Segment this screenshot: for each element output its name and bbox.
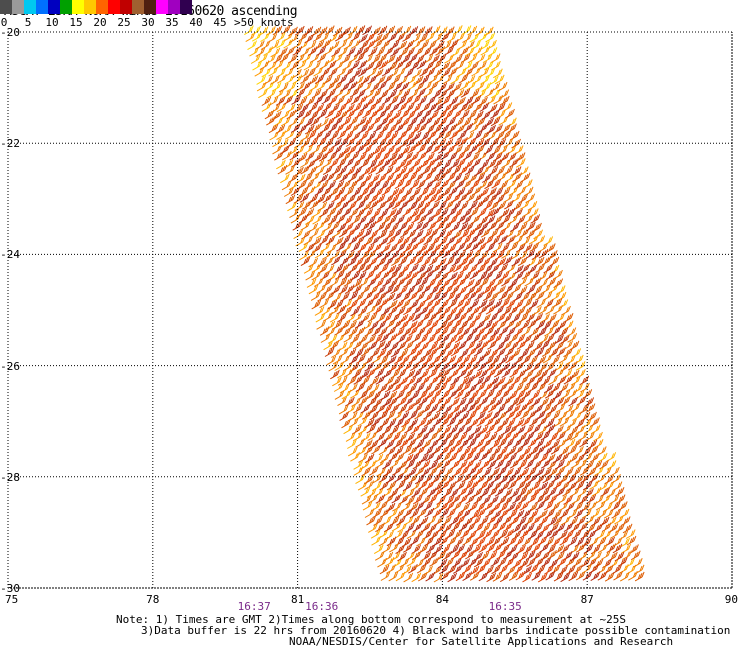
longitude-label: 87 [580,593,594,606]
latitude-label: -30 [0,582,20,595]
map-frame [7,31,733,589]
legend-tick-label: 5 [24,16,32,29]
legend-tick-label: 45 [213,16,227,29]
legend-swatch [108,0,120,14]
legend-swatch [180,0,192,14]
legend-swatch [156,0,168,14]
legend-swatch [72,0,84,14]
legend-swatch [120,0,132,14]
latitude-label: -26 [0,359,20,373]
wind-speed-legend: 0 5 10 15 20 25 30 35 40 45 >50 knots [0,0,318,30]
longitude-label: 78 [146,593,160,606]
legend-swatch [168,0,180,14]
legend-swatch [84,0,96,14]
longitude-label: 84 [435,593,450,606]
longitude-label: 81 [290,593,305,606]
wind-swath [244,24,645,583]
legend-swatch [60,0,72,14]
latitude-label: -22 [0,137,20,151]
legend-tick-label: 30 [141,16,155,29]
legend-tick-label: 35 [165,16,179,29]
longitude-label: 75 [5,593,19,606]
legend-swatch [12,0,24,14]
legend-tick-label: 25 [117,16,131,29]
time-label: 16:35 [488,600,522,613]
legend-swatch [132,0,144,14]
wind-barbs [245,25,637,583]
legend-swatch [96,0,108,14]
legend-tick-label: >50 knots [234,16,294,29]
legend-swatch [24,0,36,14]
longitude-label: 90 [724,593,738,606]
wind-barbs [275,25,628,583]
legend-swatch [0,0,12,14]
time-label: 16:37 [237,600,271,613]
time-label: 16:36 [305,600,339,613]
note-line-2: 3)Data buffer is 22 hrs from 20160620 4)… [141,624,731,637]
latitude-label: -20 [0,26,20,39]
note-line-1: Note: 1) Times are GMT 2)Times along bot… [116,613,626,626]
legend-swatch [36,0,48,14]
legend-tick-label: 40 [189,16,203,29]
lat-lon-grid [7,31,733,589]
legend-tick-label: 10 [45,16,59,29]
latitude-label: -24 [0,248,20,262]
legend-swatch [144,0,156,14]
legend-tick-label: 15 [69,16,83,29]
legend-tick-label: 0 [0,16,8,29]
wind-barbs [255,25,645,583]
wind-barbs [290,25,601,583]
note-line-3: NOAA/NESDIS/Center for Satellite Applica… [289,635,674,648]
wind-barbs [249,25,635,568]
wind-barbs [306,32,574,583]
latitude-label: -28 [0,470,20,484]
legend-swatch [48,0,60,14]
legend-tick-label: 20 [93,16,107,29]
